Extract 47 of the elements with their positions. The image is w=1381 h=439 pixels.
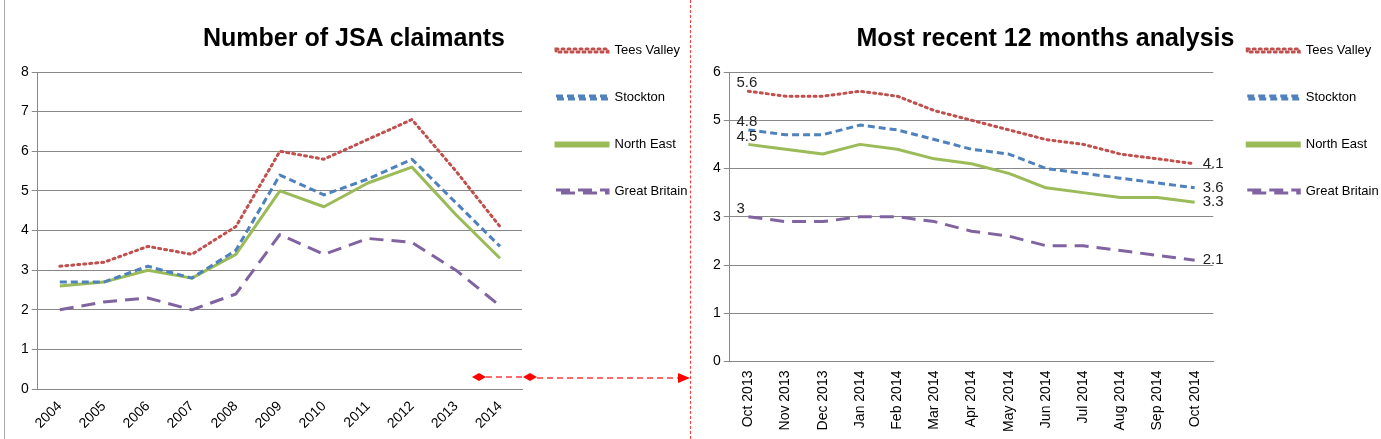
x-tick-label: May 2014 bbox=[999, 370, 1016, 432]
y-tick-label: 5 bbox=[712, 111, 721, 128]
chart-title: Most recent 12 months analysis bbox=[856, 22, 1235, 51]
data-label: 4.1 bbox=[1202, 153, 1224, 171]
x-tick-label: Mar 2014 bbox=[925, 370, 942, 430]
y-tick-label: 4 bbox=[20, 221, 29, 238]
y-tick-label: 4 bbox=[712, 159, 721, 176]
x-tick-label: Feb 2014 bbox=[888, 370, 904, 430]
data-label: 3 bbox=[736, 198, 745, 216]
line-series bbox=[746, 215, 1197, 262]
legend-label: Tees Valley bbox=[1305, 42, 1372, 58]
legend-label: Tees Valley bbox=[614, 42, 681, 58]
line-series bbox=[58, 118, 502, 268]
legend-label: North East bbox=[614, 136, 677, 152]
x-tick-label: Oct 2013 bbox=[739, 370, 756, 428]
x-tick-label: Jul 2014 bbox=[1073, 370, 1090, 424]
data-label: 3.3 bbox=[1202, 192, 1224, 210]
y-tick-label: 2 bbox=[712, 255, 721, 272]
data-label: 3.6 bbox=[1202, 177, 1224, 195]
x-tick-label: Oct 2014 bbox=[1185, 370, 1202, 428]
y-tick-label: 6 bbox=[712, 62, 721, 79]
legend-label: Great Britain bbox=[614, 183, 688, 199]
x-tick-label: Jan 2014 bbox=[850, 370, 867, 429]
y-tick-label: 3 bbox=[20, 261, 29, 278]
y-tick-label: 1 bbox=[712, 304, 721, 321]
y-tick-label: 2 bbox=[20, 300, 29, 317]
y-tick-label: 0 bbox=[712, 352, 721, 369]
legend-label: Stockton bbox=[1305, 89, 1357, 105]
x-tick-label: Dec 2013 bbox=[813, 370, 830, 431]
x-tick-label: Apr 2014 bbox=[962, 370, 979, 428]
legend-label: Great Britain bbox=[1305, 183, 1379, 199]
legend-label: North East bbox=[1305, 136, 1368, 152]
data-label: 5.6 bbox=[736, 73, 758, 91]
y-tick-label: 1 bbox=[20, 340, 29, 357]
data-label: 2.1 bbox=[1202, 250, 1224, 268]
x-tick-label: Jun 2014 bbox=[1036, 370, 1053, 429]
legend-label: Stockton bbox=[614, 89, 666, 105]
y-tick-label: 8 bbox=[20, 62, 29, 79]
y-tick-label: 5 bbox=[20, 181, 29, 198]
y-tick-label: 7 bbox=[20, 102, 29, 119]
chart-title: Number of JSA claimants bbox=[203, 22, 505, 51]
x-tick-label: Nov 2013 bbox=[776, 370, 793, 431]
x-tick-label: Sep 2014 bbox=[1148, 370, 1165, 431]
y-tick-label: 0 bbox=[20, 379, 29, 396]
y-tick-label: 3 bbox=[712, 207, 721, 224]
x-tick-label: Aug 2014 bbox=[1111, 370, 1128, 431]
y-tick-label: 6 bbox=[20, 142, 29, 159]
